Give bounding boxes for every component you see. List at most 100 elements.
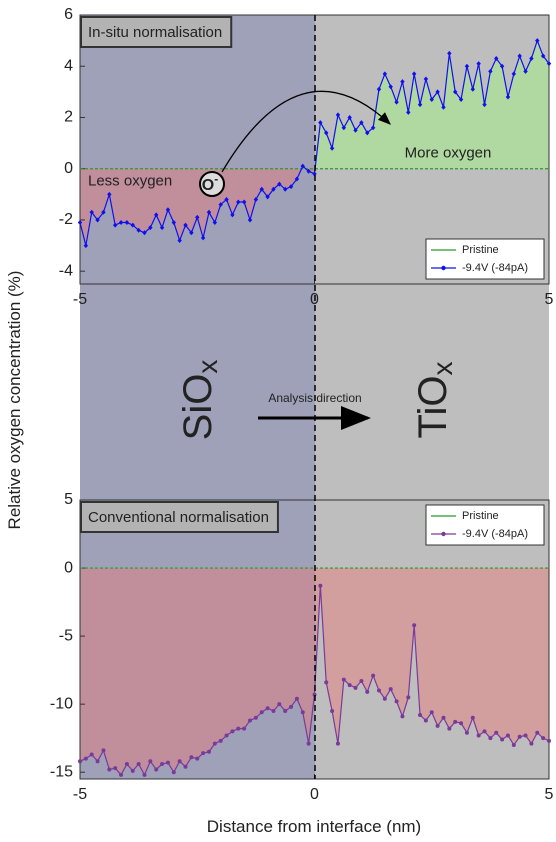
tiox-label: TiOx <box>411 362 459 439</box>
point <box>470 86 475 92</box>
plot-title: Conventional normalisation <box>88 509 269 526</box>
point <box>341 677 346 682</box>
siox-label: SiOx <box>176 360 224 441</box>
point <box>417 102 423 108</box>
point <box>447 726 452 731</box>
x-tick-label: 5 <box>545 786 554 803</box>
point <box>330 708 335 713</box>
point <box>347 114 352 120</box>
point <box>189 230 194 236</box>
point <box>282 186 288 192</box>
point <box>411 71 417 77</box>
point <box>335 741 340 746</box>
point <box>177 759 182 764</box>
legend-label: -9.4V (-84pA) <box>462 262 528 274</box>
point <box>429 97 434 103</box>
point <box>353 127 358 133</box>
shade-below <box>80 568 549 775</box>
siox-region <box>80 15 315 779</box>
point <box>300 163 305 169</box>
point <box>218 738 223 743</box>
point <box>265 706 270 711</box>
point <box>400 79 405 85</box>
point <box>365 130 370 136</box>
point <box>412 623 417 628</box>
point <box>83 756 88 761</box>
point <box>476 733 481 738</box>
point <box>400 714 405 719</box>
point <box>324 680 329 685</box>
point <box>206 209 212 215</box>
point <box>160 762 165 767</box>
more-oxygen-label: More oxygen <box>405 144 492 161</box>
legend-label: -9.4V (-84pA) <box>462 528 528 540</box>
point <box>259 186 264 192</box>
y-tick-label: 0 <box>64 160 73 177</box>
less-oxygen-label: Less oxygen <box>88 172 172 189</box>
ion-label: O- <box>202 172 218 194</box>
point <box>546 61 552 67</box>
point <box>382 696 387 701</box>
point <box>77 220 83 226</box>
point <box>459 721 464 726</box>
legend-label: Pristine <box>462 510 499 522</box>
point <box>541 736 546 741</box>
point <box>453 89 458 95</box>
point <box>329 145 335 151</box>
y-tick-label: -15 <box>50 763 73 780</box>
point <box>124 762 129 767</box>
legend-marker <box>441 265 446 271</box>
point <box>130 768 135 773</box>
point <box>371 673 376 678</box>
point <box>165 207 171 213</box>
point <box>195 214 200 220</box>
point <box>236 199 241 205</box>
point <box>271 186 276 192</box>
point <box>201 751 206 756</box>
point <box>488 68 493 74</box>
point <box>118 220 124 226</box>
point <box>236 726 241 731</box>
ion-circle <box>199 171 225 197</box>
y-tick-label: 4 <box>64 57 73 74</box>
point <box>183 764 188 769</box>
point <box>406 695 411 700</box>
point <box>177 237 182 243</box>
point <box>154 767 159 772</box>
point <box>318 583 323 588</box>
point <box>107 191 112 197</box>
point <box>423 718 428 723</box>
point <box>165 760 170 765</box>
point <box>218 202 223 208</box>
point <box>540 53 546 59</box>
y-tick-label: -10 <box>50 695 73 712</box>
shade-below <box>80 166 315 246</box>
point <box>365 689 370 694</box>
point <box>394 699 399 704</box>
point <box>142 230 147 236</box>
point <box>277 181 282 187</box>
point <box>265 194 270 200</box>
point <box>247 217 253 223</box>
point <box>335 112 341 118</box>
y-axis-title: Relative oxygen concentration (%) <box>5 271 24 530</box>
point <box>318 120 323 126</box>
legend-box <box>425 238 545 280</box>
point <box>171 770 176 775</box>
point <box>148 225 153 231</box>
tiox-sub: x <box>427 362 458 376</box>
point <box>494 56 499 62</box>
point <box>107 767 112 772</box>
point <box>294 696 299 701</box>
point <box>200 235 206 241</box>
point <box>394 99 399 105</box>
point <box>230 212 235 218</box>
y-tick-label: -4 <box>59 262 73 279</box>
x-tick-label: 5 <box>545 291 554 308</box>
point <box>241 199 247 205</box>
legend-marker <box>441 531 446 537</box>
point <box>429 710 434 715</box>
point <box>353 685 358 690</box>
